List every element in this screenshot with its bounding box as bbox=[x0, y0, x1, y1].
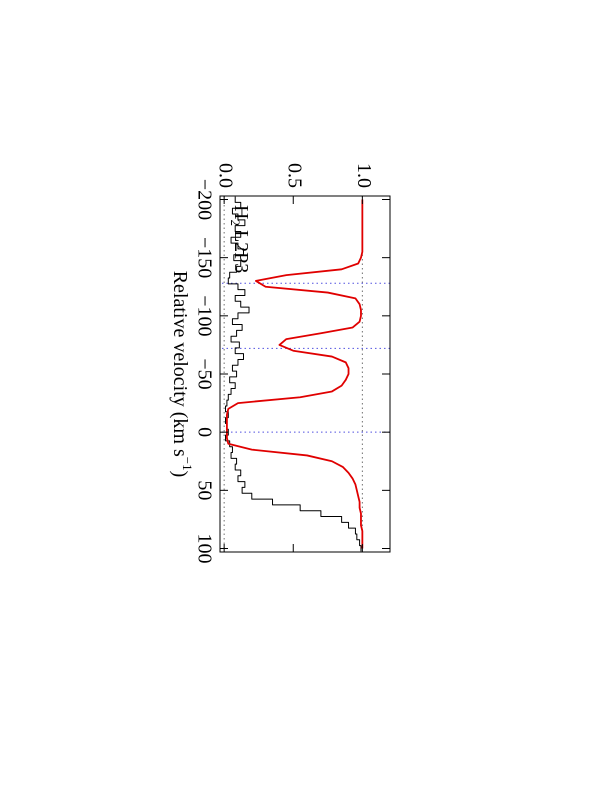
x-tick-label: 100 bbox=[193, 534, 215, 564]
label-sub: 2 bbox=[228, 219, 243, 226]
x-axis-title-end: ) bbox=[169, 471, 191, 478]
data-line bbox=[225, 196, 362, 552]
x-tick-label: −50 bbox=[193, 358, 215, 389]
y-tick-label: 0.5 bbox=[284, 163, 306, 188]
y-tick-label: 1.0 bbox=[353, 163, 375, 188]
x-tick-label: −100 bbox=[193, 295, 215, 336]
x-tick-label: 0 bbox=[193, 427, 215, 437]
label-main: H bbox=[230, 205, 252, 219]
data-line bbox=[226, 199, 364, 549]
x-tick-label: −200 bbox=[193, 179, 215, 220]
x-tick-label: 50 bbox=[193, 480, 215, 500]
line-label: H2 L2P3 bbox=[228, 205, 252, 273]
label-rest: L2P3 bbox=[230, 230, 252, 273]
x-axis-title: Relative velocity (km s−1) bbox=[169, 271, 195, 478]
x-axis-title-sup: −1 bbox=[180, 457, 195, 471]
x-tick-label: −150 bbox=[193, 237, 215, 278]
rotated-plot: −200 −150 −100 −50 0 50 100 0.0 0.5 1.0 H2 L2P3 Rela… bbox=[169, 163, 391, 564]
y-tick-label: 0.0 bbox=[215, 163, 237, 188]
x-axis-title-main: Relative velocity (km s bbox=[169, 271, 191, 457]
